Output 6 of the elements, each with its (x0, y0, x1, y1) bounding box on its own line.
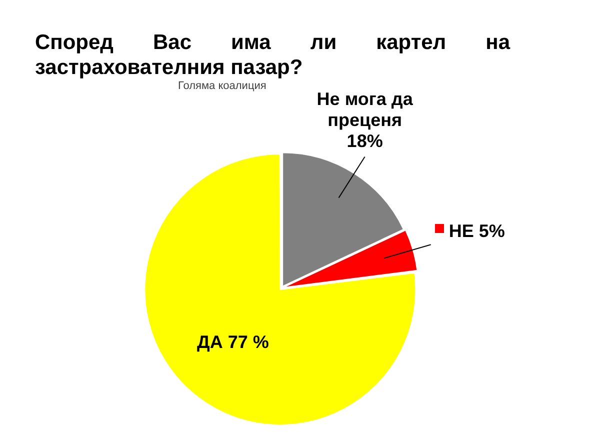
text: Голяма коалиция (178, 80, 266, 92)
legend-label: НЕ 5% (448, 221, 505, 242)
chart-title: Според Вас има ли картел на застрахователния пазар? (35, 30, 510, 80)
slice-label: ДА 77 % (197, 332, 269, 352)
data-label: 18% (346, 131, 383, 152)
slice-label: Не мога да преценя (316, 89, 414, 130)
